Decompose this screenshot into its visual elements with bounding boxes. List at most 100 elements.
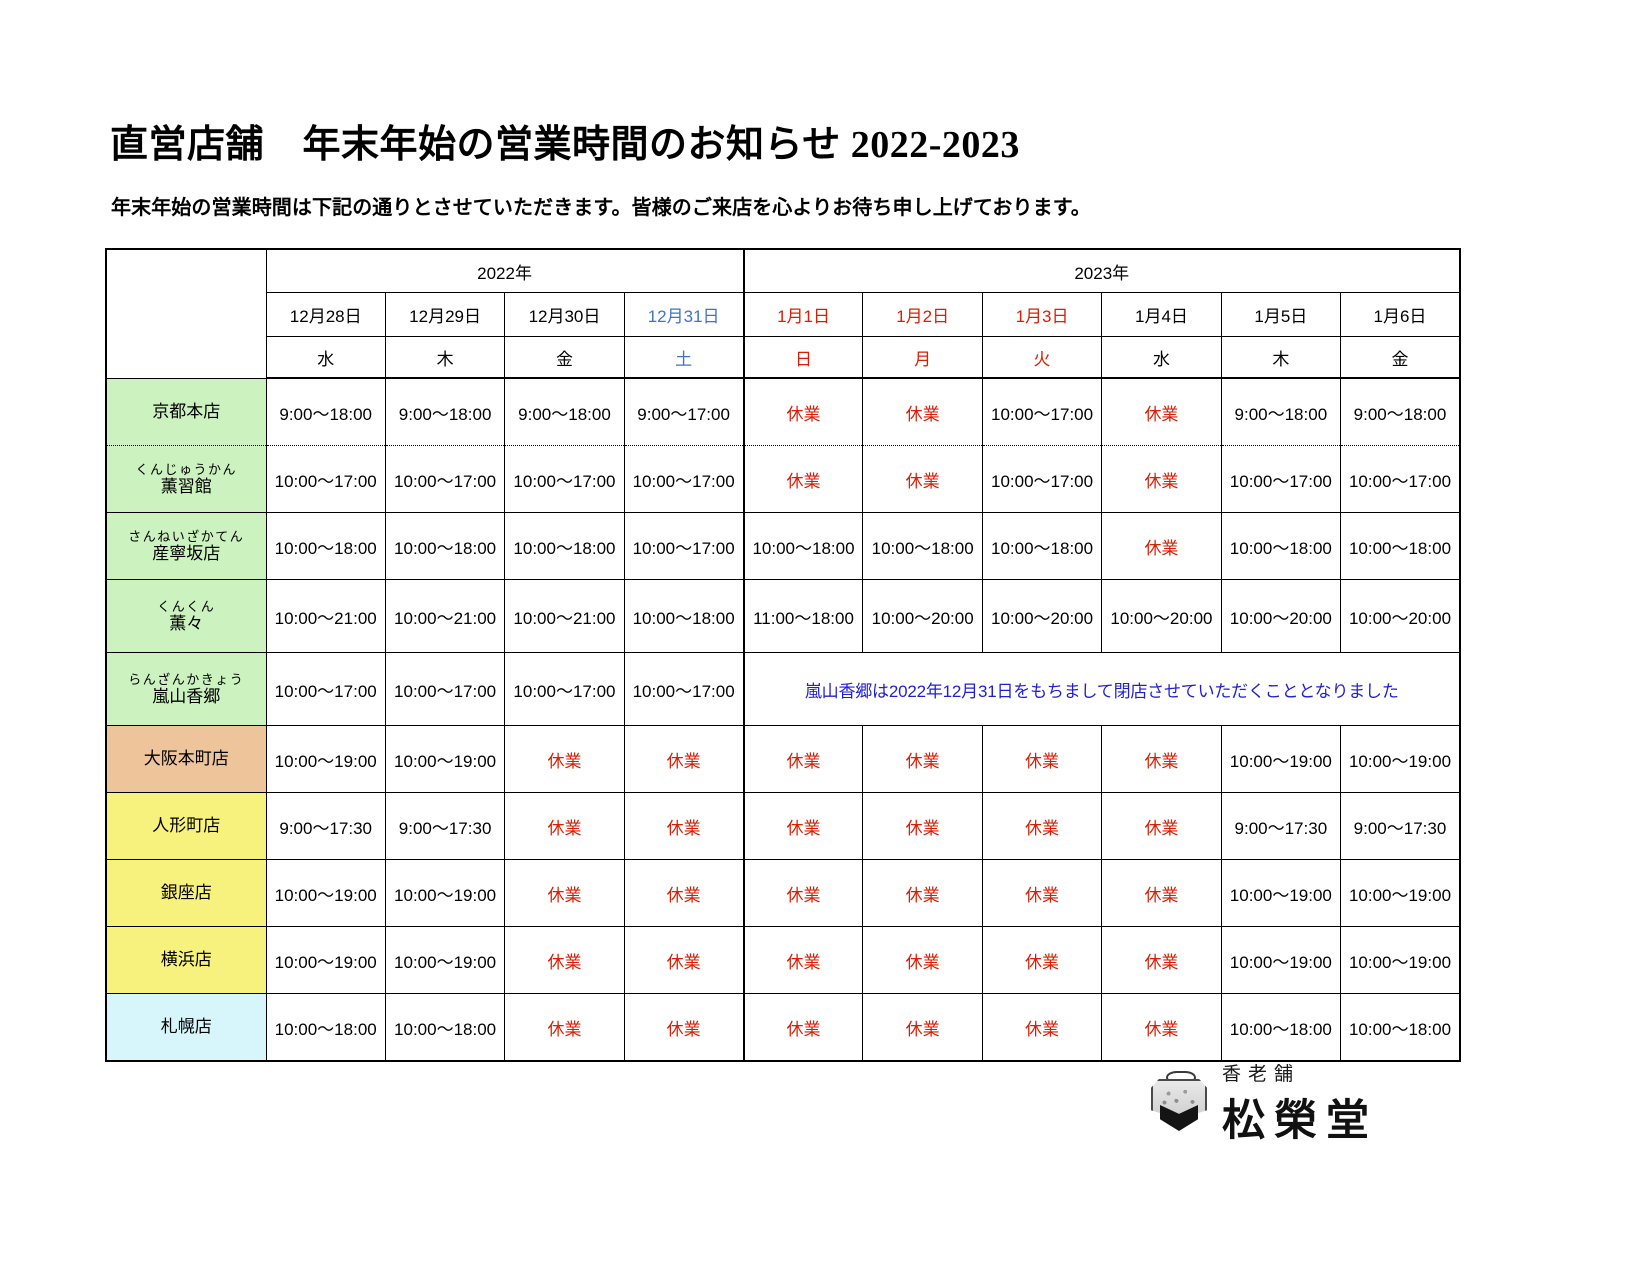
hours-cell: 10:00〜19:00 <box>265 926 386 994</box>
hours-cell: 9:00〜17:30 <box>384 792 506 860</box>
weekday-header-6: 月 <box>862 336 983 379</box>
hours-cell: 10:00〜19:00 <box>384 926 506 994</box>
closed-cell: 休業 <box>981 725 1103 793</box>
store-name: 人形町店 <box>152 816 221 836</box>
store-name: 京都本店 <box>152 401 221 421</box>
store-name-cell: 銀座店 <box>105 859 267 927</box>
closed-cell: 休業 <box>1101 512 1222 580</box>
table-row: 大阪本町店 10:00〜19:00 10:00〜19:00 休業 休業 休業 休業 休業 休業 1… <box>105 725 1461 793</box>
table-row: さんねいざかてん 産寧坂店 10:00〜18:00 10:00〜18:00 10:00〜… <box>105 512 1461 580</box>
closed-cell: 休業 <box>742 445 864 513</box>
hours-cell: 9:00〜17:30 <box>1340 792 1461 860</box>
store-name: 札幌店 <box>160 1017 212 1037</box>
weekday-header-3: 金 <box>504 336 625 379</box>
date-header-1229: 12月29日 <box>384 292 506 337</box>
hours-cell: 10:00〜20:00 <box>981 579 1103 653</box>
closed-cell: 休業 <box>504 993 625 1062</box>
date-header-0101: 1月1日 <box>742 292 864 337</box>
closed-cell: 休業 <box>1101 859 1222 927</box>
company-logo: 香老舗 松榮堂 <box>1148 1063 1448 1145</box>
store-name: 産寧坂店 <box>152 543 221 563</box>
hours-cell: 10:00〜17:00 <box>981 377 1103 446</box>
closure-notice-cell: 嵐山香郷は2022年12月31日をもちまして閉店させていただくこととなりました <box>742 652 1461 726</box>
hours-cell: 10:00〜19:00 <box>265 859 386 927</box>
table-row: くんくん 薫々 10:00〜21:00 10:00〜21:00 10:00〜21:00 1… <box>105 579 1461 653</box>
store-name: 大阪本町店 <box>143 749 229 769</box>
hours-cell: 10:00〜21:00 <box>265 579 386 653</box>
hours-cell: 11:00〜18:00 <box>742 579 864 653</box>
hours-cell: 10:00〜18:00 <box>265 993 386 1062</box>
page-title: 直営店舗 年末年始の営業時間のお知らせ 2022-2023 <box>110 124 1020 166</box>
table-body: 京都本店 9:00〜18:00 9:00〜18:00 9:00〜18:00 9:00〜1… <box>105 377 1461 1062</box>
closed-cell: 休業 <box>1101 926 1222 994</box>
header-corner-cell <box>105 248 267 379</box>
hours-cell: 10:00〜19:00 <box>384 725 506 793</box>
closed-cell: 休業 <box>1101 993 1222 1062</box>
hours-cell: 9:00〜17:30 <box>1220 792 1342 860</box>
store-name-cell: 横浜店 <box>105 926 267 994</box>
hours-cell: 10:00〜20:00 <box>1220 579 1342 653</box>
incense-burner-icon <box>1148 1069 1210 1137</box>
weekday-header-8: 水 <box>1101 336 1222 379</box>
table-row: 人形町店 9:00〜17:30 9:00〜17:30 休業 休業 休業 休業 休業 休業 9:00… <box>105 792 1461 860</box>
hours-cell: 10:00〜18:00 <box>384 512 506 580</box>
store-name: 横浜店 <box>160 950 212 970</box>
hours-cell: 10:00〜17:00 <box>384 652 506 726</box>
hours-cell: 9:00〜17:00 <box>623 377 745 446</box>
table-header: 2022年 2023年 12月28日 12月29日 12月30日 12月31日 … <box>105 248 1461 379</box>
closed-cell: 休業 <box>981 926 1103 994</box>
closed-cell: 休業 <box>623 792 745 860</box>
hours-cell: 10:00〜18:00 <box>623 579 745 653</box>
store-furigana: くんくん <box>157 599 216 615</box>
hours-cell: 10:00〜18:00 <box>742 512 864 580</box>
hours-cell: 10:00〜21:00 <box>504 579 625 653</box>
store-furigana: くんじゅうかん <box>135 462 237 478</box>
closed-cell: 休業 <box>862 377 983 446</box>
weekday-header-row: 水 木 金 土 日 月 火 水 木 金 <box>106 336 1461 379</box>
closed-cell: 休業 <box>504 792 625 860</box>
closed-cell: 休業 <box>504 926 625 994</box>
date-header-0104: 1月4日 <box>1101 292 1222 337</box>
hours-cell: 10:00〜18:00 <box>1340 512 1461 580</box>
hours-cell: 9:00〜18:00 <box>1340 377 1461 446</box>
hours-cell: 10:00〜17:00 <box>623 445 745 513</box>
hours-cell: 10:00〜19:00 <box>265 725 386 793</box>
weekday-header-7: 火 <box>981 336 1103 379</box>
closed-cell: 休業 <box>742 792 864 860</box>
closed-cell: 休業 <box>981 993 1103 1062</box>
closed-cell: 休業 <box>862 445 983 513</box>
weekday-header-1: 水 <box>265 336 386 379</box>
hours-cell: 10:00〜17:00 <box>384 445 506 513</box>
hours-cell: 9:00〜18:00 <box>1220 377 1342 446</box>
weekday-header-2: 木 <box>384 336 506 379</box>
closed-cell: 休業 <box>623 859 745 927</box>
year-group-2022: 2022年 <box>265 248 745 293</box>
hours-cell: 10:00〜18:00 <box>504 512 625 580</box>
schedule-table-wrap: 2022年 2023年 12月28日 12月29日 12月30日 12月31日 … <box>105 248 1461 1062</box>
hours-cell: 9:00〜18:00 <box>504 377 625 446</box>
table-row: らんざんかきょう 嵐山香郷 10:00〜17:00 10:00〜17:00 10:00〜… <box>105 652 1461 726</box>
hours-cell: 9:00〜17:30 <box>265 792 386 860</box>
weekday-header-9: 木 <box>1220 336 1342 379</box>
closed-cell: 休業 <box>742 377 864 446</box>
closed-cell: 休業 <box>1101 725 1222 793</box>
date-header-0106: 1月6日 <box>1340 292 1461 337</box>
date-header-1230: 12月30日 <box>504 292 625 337</box>
weekday-header-10: 金 <box>1340 336 1461 379</box>
hours-cell: 9:00〜18:00 <box>384 377 506 446</box>
closed-cell: 休業 <box>1101 377 1222 446</box>
date-header-0102: 1月2日 <box>862 292 983 337</box>
table-row: 銀座店 10:00〜19:00 10:00〜19:00 休業 休業 休業 休業 休業 休業 10:… <box>105 859 1461 927</box>
logo-subtitle: 香老舗 <box>1222 1063 1301 1085</box>
year-group-2023: 2023年 <box>742 248 1461 293</box>
hours-cell: 10:00〜18:00 <box>1220 512 1342 580</box>
date-header-0103: 1月3日 <box>981 292 1103 337</box>
hours-cell: 9:00〜18:00 <box>265 377 386 446</box>
closed-cell: 休業 <box>862 725 983 793</box>
hours-cell: 10:00〜19:00 <box>1340 725 1461 793</box>
hours-cell: 10:00〜20:00 <box>862 579 983 653</box>
hours-cell: 10:00〜18:00 <box>1220 993 1342 1062</box>
hours-cell: 10:00〜17:00 <box>265 652 386 726</box>
hours-cell: 10:00〜18:00 <box>981 512 1103 580</box>
